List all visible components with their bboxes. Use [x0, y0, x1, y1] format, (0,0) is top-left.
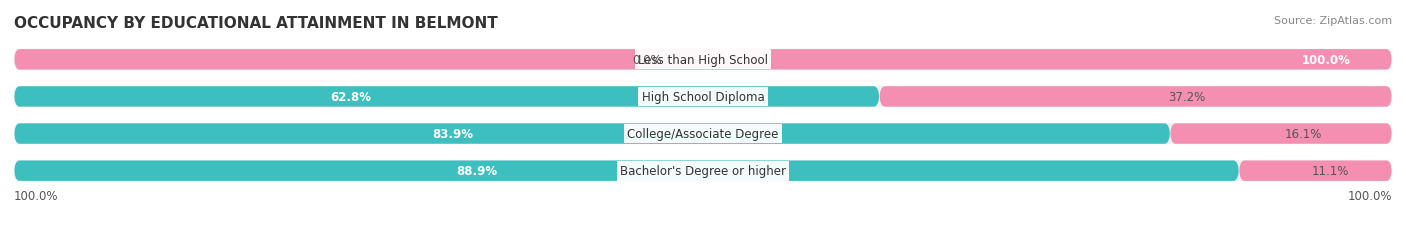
Text: 100.0%: 100.0%: [1302, 54, 1351, 67]
FancyBboxPatch shape: [14, 161, 1239, 181]
Text: 16.1%: 16.1%: [1285, 128, 1322, 140]
Text: 0.0%: 0.0%: [633, 54, 662, 67]
Text: 88.9%: 88.9%: [457, 164, 498, 177]
Text: 83.9%: 83.9%: [433, 128, 474, 140]
FancyBboxPatch shape: [14, 123, 1392, 145]
Text: Less than High School: Less than High School: [638, 54, 768, 67]
Text: Source: ZipAtlas.com: Source: ZipAtlas.com: [1274, 16, 1392, 26]
FancyBboxPatch shape: [14, 49, 1392, 71]
FancyBboxPatch shape: [1239, 161, 1392, 181]
FancyBboxPatch shape: [14, 50, 1392, 70]
FancyBboxPatch shape: [14, 86, 1392, 108]
Text: 37.2%: 37.2%: [1168, 91, 1205, 103]
Text: OCCUPANCY BY EDUCATIONAL ATTAINMENT IN BELMONT: OCCUPANCY BY EDUCATIONAL ATTAINMENT IN B…: [14, 16, 498, 31]
Text: 100.0%: 100.0%: [1347, 189, 1392, 202]
FancyBboxPatch shape: [14, 87, 879, 107]
Text: 100.0%: 100.0%: [14, 189, 59, 202]
FancyBboxPatch shape: [1170, 124, 1392, 144]
Text: 62.8%: 62.8%: [330, 91, 371, 103]
FancyBboxPatch shape: [14, 124, 1170, 144]
Text: 11.1%: 11.1%: [1312, 164, 1350, 177]
FancyBboxPatch shape: [14, 160, 1392, 182]
Text: Bachelor's Degree or higher: Bachelor's Degree or higher: [620, 164, 786, 177]
Text: College/Associate Degree: College/Associate Degree: [627, 128, 779, 140]
FancyBboxPatch shape: [879, 87, 1392, 107]
Text: High School Diploma: High School Diploma: [641, 91, 765, 103]
